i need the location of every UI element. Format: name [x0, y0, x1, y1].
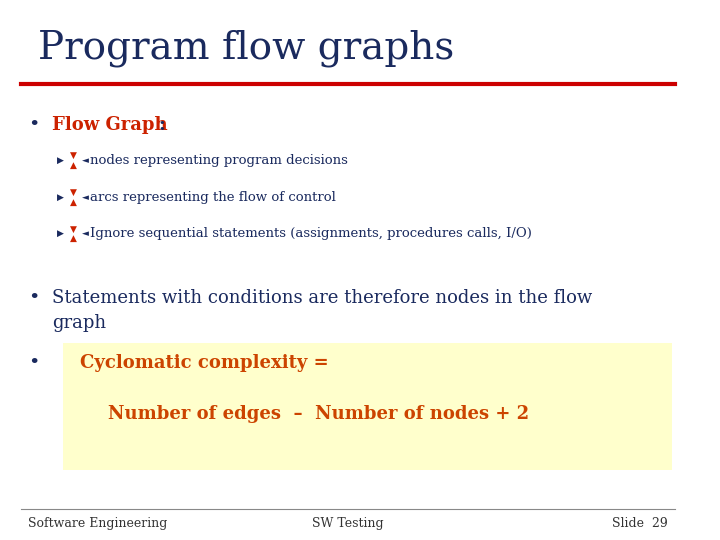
Text: ◄: ◄	[82, 193, 89, 201]
Text: ▲: ▲	[70, 234, 76, 243]
Text: ▲: ▲	[70, 198, 76, 206]
Text: Statements with conditions are therefore nodes in the flow
graph: Statements with conditions are therefore…	[52, 289, 593, 332]
Text: Number of edges  –  Number of nodes + 2: Number of edges – Number of nodes + 2	[108, 405, 529, 423]
Text: •: •	[28, 354, 39, 372]
Text: Flow Graph: Flow Graph	[52, 116, 168, 134]
Text: •: •	[28, 289, 39, 307]
Text: Program flow graphs: Program flow graphs	[38, 30, 454, 67]
Text: Slide  29: Slide 29	[612, 517, 668, 530]
Text: ▶: ▶	[57, 230, 64, 238]
Text: :: :	[158, 116, 166, 134]
Text: ▼: ▼	[70, 188, 76, 197]
Text: arcs representing the flow of control: arcs representing the flow of control	[91, 191, 336, 204]
Text: ▶: ▶	[57, 193, 64, 201]
Text: ▲: ▲	[70, 161, 76, 170]
Text: ◄: ◄	[82, 156, 89, 165]
Text: Cyclomatic complexity =: Cyclomatic complexity =	[80, 354, 328, 372]
Text: Ignore sequential statements (assignments, procedures calls, I/O): Ignore sequential statements (assignment…	[91, 227, 532, 240]
Text: Software Engineering: Software Engineering	[28, 517, 167, 530]
Text: nodes representing program decisions: nodes representing program decisions	[91, 154, 348, 167]
Text: •: •	[28, 116, 39, 134]
Text: SW Testing: SW Testing	[312, 517, 384, 530]
Text: ▼: ▼	[70, 225, 76, 233]
Text: ▶: ▶	[57, 156, 64, 165]
Text: ◄: ◄	[82, 230, 89, 238]
FancyBboxPatch shape	[63, 343, 672, 470]
Text: ▼: ▼	[70, 151, 76, 160]
